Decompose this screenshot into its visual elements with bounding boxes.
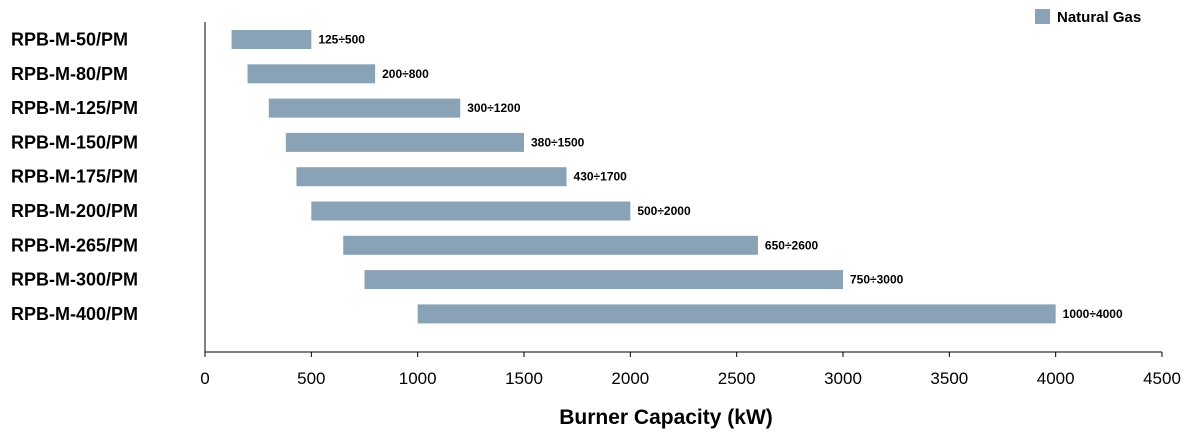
data-label: 125÷500 — [318, 33, 365, 47]
legend-swatch — [1035, 9, 1050, 24]
bar — [247, 64, 376, 84]
category-label: RPB-M-80/PM — [11, 64, 128, 84]
category-label: RPB-M-175/PM — [11, 167, 138, 187]
data-label: 200÷800 — [382, 67, 429, 81]
bar — [343, 235, 758, 255]
bar — [296, 167, 567, 187]
x-tick-label: 3000 — [824, 369, 862, 388]
x-tick-labels: 0 500 1000 1500 2000 2500 3000 3500 4000 4500 — [200, 369, 1181, 388]
data-label: 300÷1200 — [467, 101, 521, 115]
category-label: RPB-M-125/PM — [11, 98, 138, 118]
x-tick-label: 2500 — [718, 369, 756, 388]
legend-label: Natural Gas — [1057, 9, 1141, 26]
x-tick-label: 4500 — [1143, 369, 1181, 388]
x-tick-label: 2000 — [611, 369, 649, 388]
bar — [311, 201, 631, 221]
category-label: RPB-M-400/PM — [11, 304, 138, 324]
x-tick-label: 3500 — [930, 369, 968, 388]
data-label: 380÷1500 — [531, 135, 585, 149]
axes-layer — [204, 22, 1163, 357]
category-labels: RPB-M-50/PM RPB-M-80/PM RPB-M-125/PM RPB-M-… — [11, 30, 138, 324]
data-label: 430÷1700 — [574, 170, 628, 184]
category-label: RPB-M-50/PM — [11, 30, 128, 50]
bars-layer: 125÷500 200÷800 300÷1200 380÷1500 430÷1700 50… — [231, 30, 1123, 324]
data-label: 1000÷4000 — [1063, 307, 1123, 321]
x-tick-label: 1000 — [399, 369, 437, 388]
x-tick-label: 500 — [297, 369, 325, 388]
category-label: RPB-M-300/PM — [11, 270, 138, 290]
x-axis-label: Burner Capacity (kW) — [559, 406, 773, 429]
data-label: 500÷2000 — [637, 204, 691, 218]
bar — [364, 270, 843, 290]
bar — [285, 132, 524, 152]
x-tick-label: 1500 — [505, 369, 543, 388]
bar — [268, 98, 461, 118]
x-tick-label: 0 — [200, 369, 209, 388]
x-tick-label: 4000 — [1037, 369, 1075, 388]
bar — [417, 304, 1056, 324]
bar — [231, 30, 312, 49]
category-label: RPB-M-150/PM — [11, 132, 138, 152]
data-label: 750÷3000 — [850, 273, 904, 287]
data-label: 650÷2600 — [765, 238, 819, 252]
category-label: RPB-M-265/PM — [11, 235, 138, 255]
legend: Natural Gas — [1035, 9, 1141, 26]
category-label: RPB-M-200/PM — [11, 201, 138, 221]
